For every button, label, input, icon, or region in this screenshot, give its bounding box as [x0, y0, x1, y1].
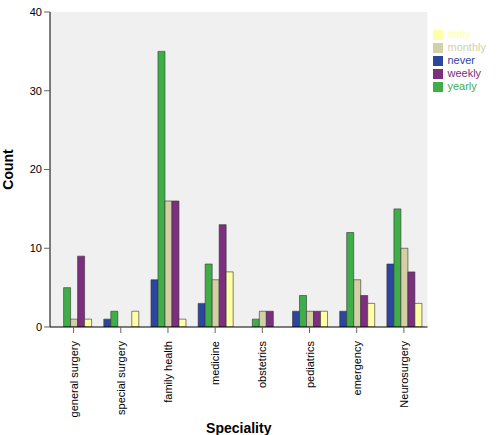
svg-text:family health: family health — [162, 341, 174, 403]
svg-text:special surgery: special surgery — [115, 341, 127, 415]
svg-text:Count: Count — [8, 149, 16, 190]
svg-text:40: 40 — [30, 6, 42, 18]
svg-text:obstetrics: obstetrics — [256, 341, 268, 389]
svg-text:pediatrics: pediatrics — [304, 341, 316, 389]
svg-text:0: 0 — [36, 321, 42, 333]
html-text:weekly: weekly — [447, 67, 482, 79]
html-text:daily: daily — [447, 28, 471, 40]
svg-text:Neurosurgery: Neurosurgery — [398, 341, 410, 408]
svg-text:10: 10 — [30, 242, 42, 254]
html-text:never: never — [447, 54, 475, 66]
svg-text:Speciality: Speciality — [206, 420, 272, 435]
svg-text:20: 20 — [30, 163, 42, 175]
svg-text:general surgery: general surgery — [68, 341, 80, 418]
html-text:yearly: yearly — [447, 80, 477, 92]
svg-text:medicine: medicine — [209, 341, 221, 385]
svg-text:emergency: emergency — [351, 341, 363, 396]
svg-text:30: 30 — [30, 85, 42, 97]
html-text:monthly: monthly — [447, 41, 486, 53]
